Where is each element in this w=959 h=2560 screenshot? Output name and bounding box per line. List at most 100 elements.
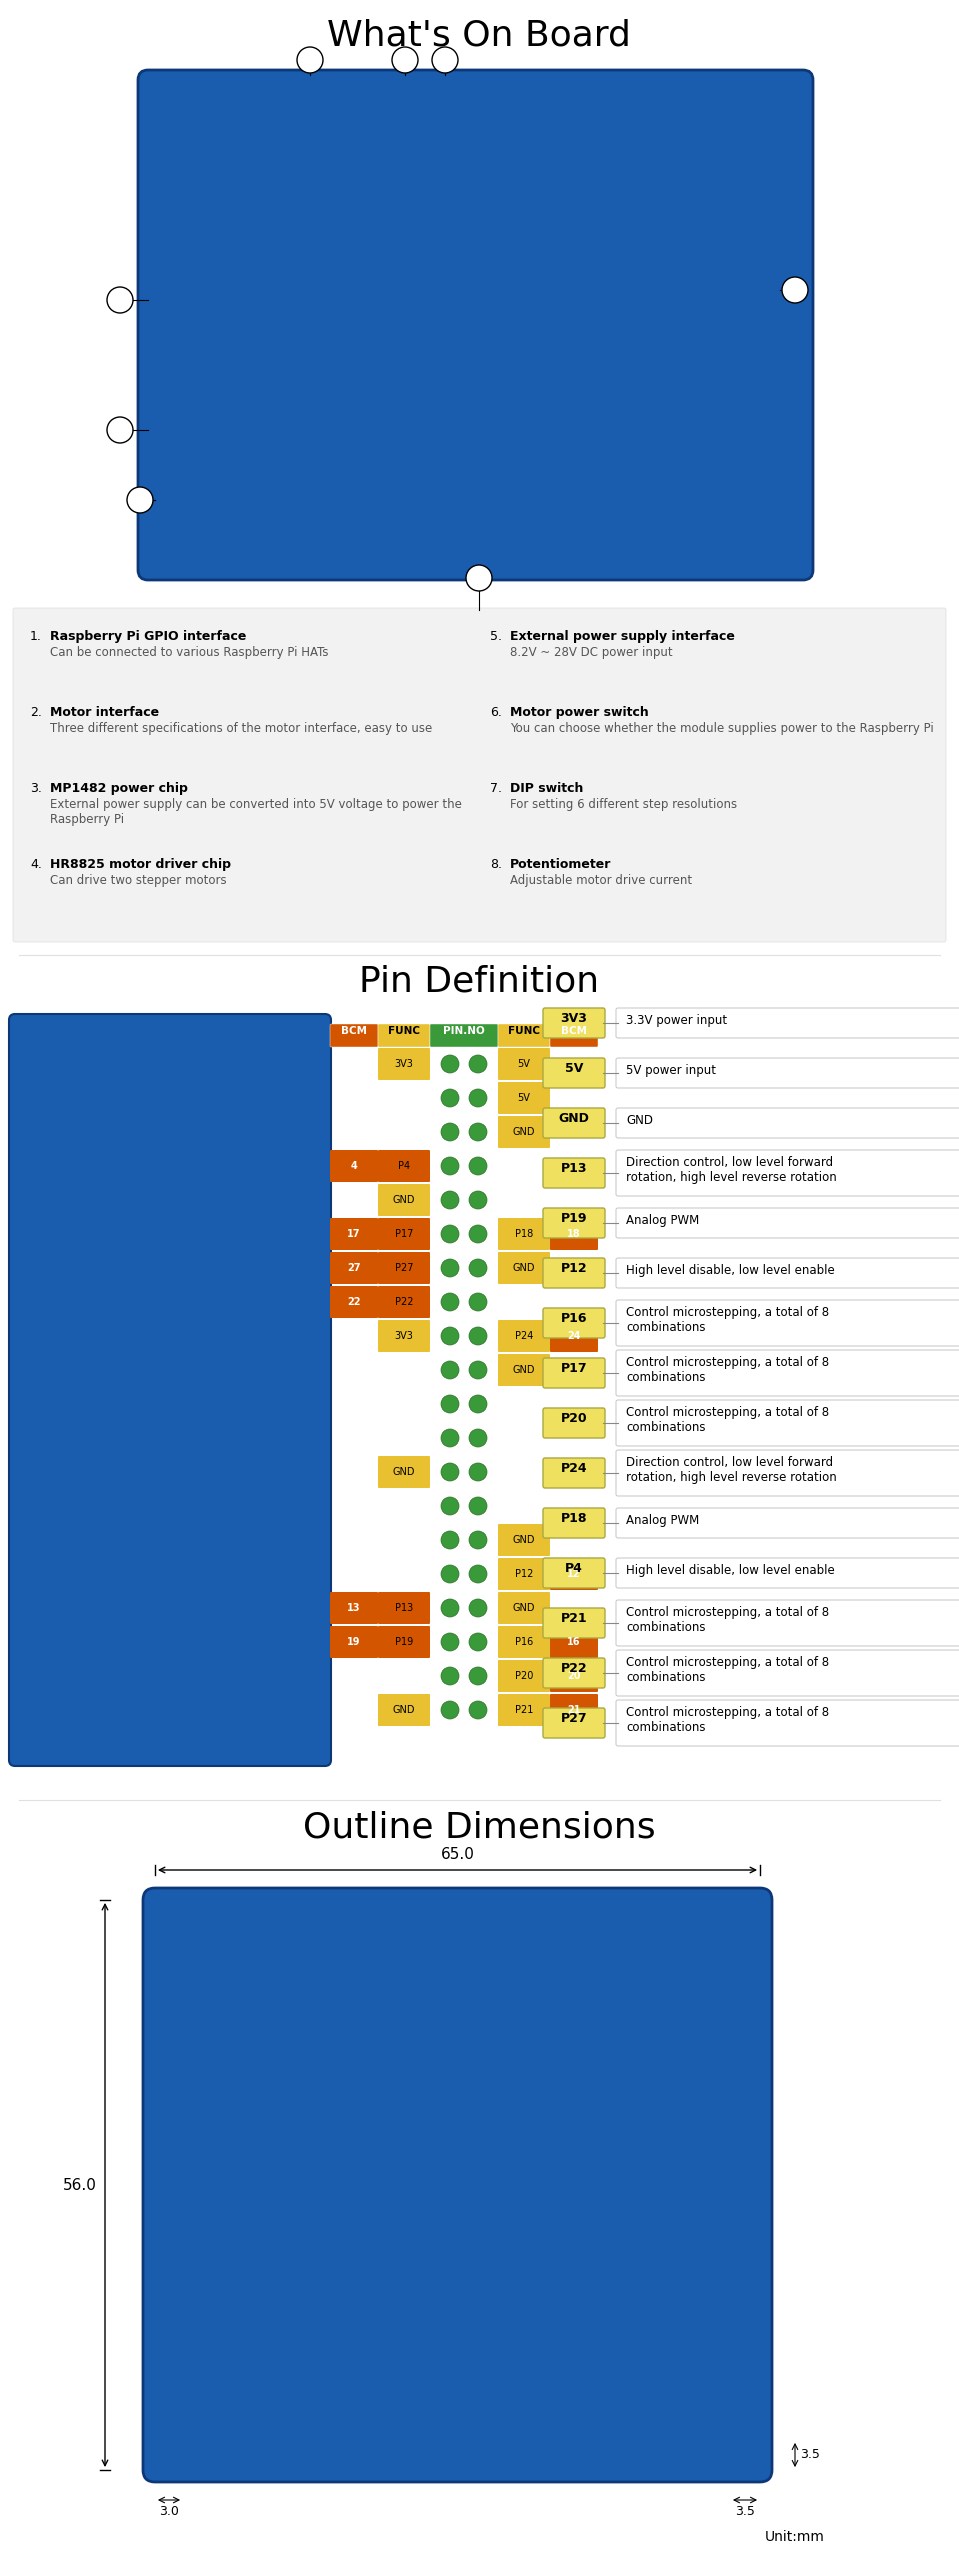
Text: Direction control, low level forward
rotation, high level reverse rotation: Direction control, low level forward rot…: [626, 1157, 837, 1183]
Text: 6.: 6.: [490, 707, 502, 719]
Text: 16: 16: [472, 1298, 483, 1306]
Text: 8.: 8.: [490, 858, 502, 870]
Text: 17: 17: [347, 1229, 361, 1239]
Text: GND: GND: [626, 1114, 653, 1126]
FancyBboxPatch shape: [378, 1219, 430, 1249]
Circle shape: [441, 1088, 459, 1106]
Text: 8.2V ~ 28V DC power input: 8.2V ~ 28V DC power input: [510, 645, 672, 658]
Circle shape: [469, 1157, 487, 1175]
Circle shape: [441, 1190, 459, 1208]
Circle shape: [469, 1428, 487, 1446]
FancyBboxPatch shape: [498, 1321, 550, 1352]
Text: 30: 30: [472, 1536, 483, 1544]
Text: 3V3: 3V3: [394, 1060, 413, 1070]
FancyBboxPatch shape: [543, 1257, 605, 1288]
Text: 27: 27: [347, 1262, 361, 1272]
FancyBboxPatch shape: [330, 1219, 378, 1249]
FancyBboxPatch shape: [9, 1014, 331, 1766]
Text: 12: 12: [568, 1569, 581, 1580]
Text: Control microstepping, a total of 8
combinations: Control microstepping, a total of 8 comb…: [626, 1306, 830, 1334]
Circle shape: [469, 1498, 487, 1516]
Text: FUNC: FUNC: [508, 1027, 540, 1037]
Text: P4: P4: [565, 1562, 583, 1574]
Circle shape: [469, 1633, 487, 1651]
FancyBboxPatch shape: [550, 1626, 598, 1659]
Text: 35: 35: [444, 1638, 456, 1646]
Text: P12: P12: [561, 1262, 587, 1275]
Circle shape: [469, 1190, 487, 1208]
Text: Control microstepping, a total of 8
combinations: Control microstepping, a total of 8 comb…: [626, 1357, 830, 1385]
Text: 31: 31: [444, 1569, 456, 1580]
Text: 1.: 1.: [30, 630, 42, 643]
FancyBboxPatch shape: [543, 1408, 605, 1439]
FancyBboxPatch shape: [378, 1047, 430, 1080]
Circle shape: [466, 566, 492, 591]
Text: 65.0: 65.0: [440, 1846, 475, 1861]
Text: P24: P24: [515, 1331, 533, 1341]
Text: 28: 28: [473, 1503, 483, 1510]
Text: 3.5: 3.5: [800, 2447, 820, 2463]
Text: 5V: 5V: [518, 1093, 530, 1103]
FancyBboxPatch shape: [498, 1047, 550, 1080]
Text: Control microstepping, a total of 8
combinations: Control microstepping, a total of 8 comb…: [626, 1705, 830, 1733]
Text: 34: 34: [473, 1603, 483, 1613]
Circle shape: [469, 1260, 487, 1277]
Text: P18: P18: [515, 1229, 533, 1239]
Text: 8: 8: [475, 1162, 480, 1170]
Text: 4: 4: [401, 54, 409, 67]
Text: 18: 18: [472, 1331, 483, 1341]
FancyBboxPatch shape: [378, 1626, 430, 1659]
FancyBboxPatch shape: [498, 1559, 550, 1590]
Circle shape: [469, 1667, 487, 1684]
FancyBboxPatch shape: [616, 1257, 959, 1288]
Circle shape: [469, 1226, 487, 1244]
FancyBboxPatch shape: [378, 1024, 430, 1047]
Text: BCM: BCM: [561, 1027, 587, 1037]
Text: High level disable, low level enable: High level disable, low level enable: [626, 1265, 834, 1277]
Text: Potentiometer: Potentiometer: [510, 858, 612, 870]
Circle shape: [441, 1226, 459, 1244]
Text: GND: GND: [393, 1705, 415, 1715]
Text: P13: P13: [561, 1162, 587, 1175]
Text: 24: 24: [473, 1434, 483, 1441]
Circle shape: [441, 1462, 459, 1482]
Text: P16: P16: [515, 1636, 533, 1646]
FancyBboxPatch shape: [430, 1024, 498, 1047]
Text: GND: GND: [513, 1364, 535, 1375]
Text: GND: GND: [393, 1196, 415, 1206]
Text: GND: GND: [393, 1467, 415, 1477]
Text: P18: P18: [561, 1513, 587, 1526]
FancyBboxPatch shape: [616, 1208, 959, 1239]
Circle shape: [441, 1531, 459, 1549]
Circle shape: [441, 1260, 459, 1277]
Text: Direction control, low level forward
rotation, high level reverse rotation: Direction control, low level forward rot…: [626, 1457, 837, 1485]
Text: MP1482 power chip: MP1482 power chip: [50, 781, 188, 796]
Text: 21: 21: [568, 1705, 581, 1715]
FancyBboxPatch shape: [498, 1592, 550, 1623]
FancyBboxPatch shape: [543, 1459, 605, 1487]
FancyBboxPatch shape: [616, 1508, 959, 1539]
Text: P17: P17: [561, 1362, 587, 1375]
FancyBboxPatch shape: [550, 1321, 598, 1352]
Text: P13: P13: [395, 1603, 413, 1613]
Text: 3V3: 3V3: [561, 1011, 588, 1024]
FancyBboxPatch shape: [616, 1700, 959, 1746]
Text: 3V3: 3V3: [394, 1331, 413, 1341]
Circle shape: [107, 417, 133, 443]
FancyBboxPatch shape: [498, 1083, 550, 1114]
FancyBboxPatch shape: [498, 1626, 550, 1659]
Circle shape: [441, 1326, 459, 1344]
Text: 8: 8: [136, 494, 144, 507]
Text: PIN.NO: PIN.NO: [443, 1027, 485, 1037]
FancyBboxPatch shape: [330, 1626, 378, 1659]
Text: Motor power switch: Motor power switch: [510, 707, 648, 719]
Text: GND: GND: [513, 1603, 535, 1613]
FancyBboxPatch shape: [378, 1695, 430, 1725]
Text: Control microstepping, a total of 8
combinations: Control microstepping, a total of 8 comb…: [626, 1656, 830, 1684]
Text: 20: 20: [473, 1364, 483, 1375]
Text: 2: 2: [791, 284, 799, 297]
Text: 17: 17: [444, 1331, 456, 1341]
Circle shape: [441, 1293, 459, 1311]
Text: 40: 40: [473, 1705, 483, 1715]
FancyBboxPatch shape: [498, 1354, 550, 1385]
